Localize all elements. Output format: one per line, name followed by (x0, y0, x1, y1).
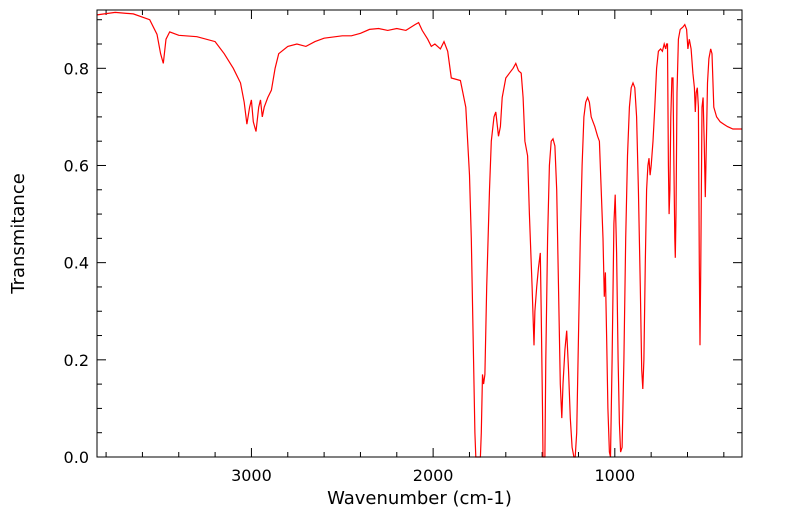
y-tick-label: 0.4 (64, 254, 89, 273)
spectrum-line (96, 11, 742, 458)
x-tick-label: 1000 (594, 466, 635, 485)
x-axis-title: Wavenumber (cm-1) (327, 488, 512, 509)
tick-labels: 0.0 0.2 0.4 0.6 0.8 3000 2000 1000 (64, 59, 636, 485)
y-axis-title: Transmitance (8, 173, 29, 295)
plot-area (96, 11, 742, 458)
plot-frame (96, 9, 743, 458)
x-tick-label: 2000 (413, 466, 454, 485)
y-tick-label: 0.2 (64, 351, 89, 370)
y-tick-label: 0.0 (64, 448, 89, 467)
axis-ticks (97, 10, 742, 458)
y-tick-label: 0.6 (64, 156, 89, 175)
x-tick-label: 3000 (231, 466, 272, 485)
y-tick-label: 0.8 (64, 59, 89, 78)
